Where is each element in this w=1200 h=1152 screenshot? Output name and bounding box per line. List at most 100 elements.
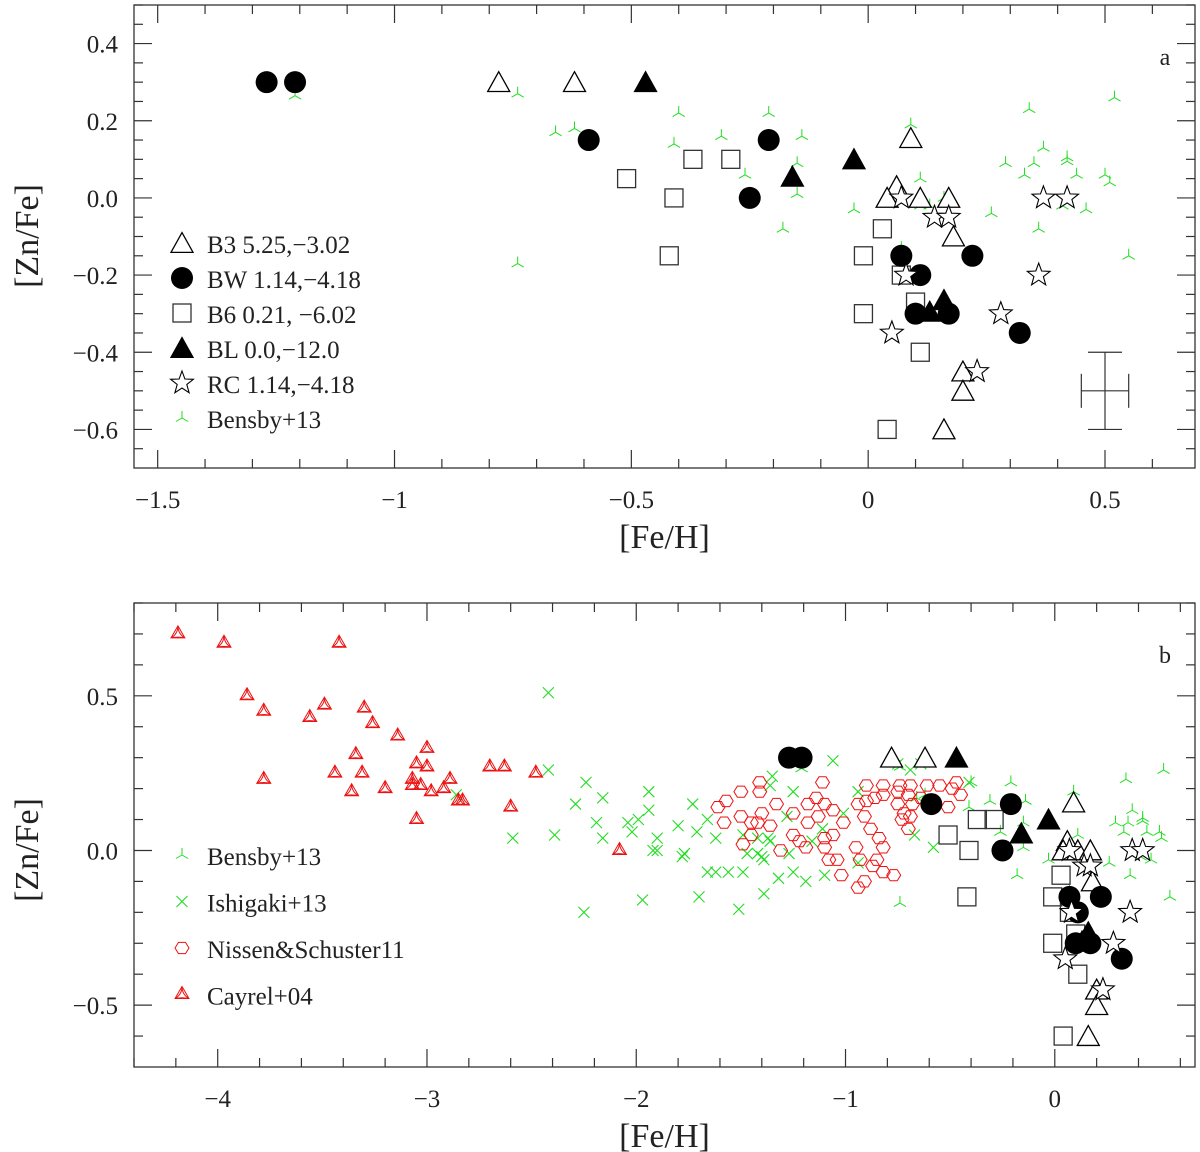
data-point: [1089, 885, 1112, 908]
data-point: [1030, 184, 1057, 209]
panel-label: a: [1160, 45, 1171, 71]
data-point: [496, 757, 513, 772]
square-shape: [957, 887, 977, 907]
tri-shape: [1103, 175, 1117, 187]
hexagon-shape: [848, 841, 864, 854]
data-point: [776, 221, 790, 233]
data-point: [875, 788, 891, 801]
data-point: [1119, 772, 1133, 784]
data-point: [1056, 836, 1083, 862]
square-shape: [877, 419, 897, 440]
tri-shape: [1119, 772, 1133, 784]
legend-marker: [172, 303, 192, 323]
tri-shape: [1117, 824, 1131, 836]
circle-shape: [1008, 321, 1031, 344]
data-point: [856, 875, 872, 888]
data-point: [1010, 868, 1024, 880]
hexagon-shape: [814, 776, 831, 789]
cross-shape: [799, 875, 812, 888]
legend-item: BW 1.14,−4.18: [171, 267, 361, 294]
data-point: [867, 791, 883, 804]
tri-shape: [1071, 828, 1085, 839]
data-point: [944, 745, 969, 768]
cayrel-tri-shape: [347, 745, 364, 760]
cross-shape: [709, 866, 722, 879]
data-point: [580, 776, 592, 789]
cross-shape: [176, 895, 188, 908]
data-point: [853, 246, 874, 266]
data-point: [590, 816, 603, 829]
tri-shape: [1109, 815, 1122, 827]
data-point: [419, 757, 435, 772]
cross-shape: [737, 866, 749, 879]
y-axis-label: [Zn/Fe]: [9, 184, 46, 288]
data-point: [1109, 815, 1122, 827]
data-point: [506, 832, 519, 844]
hexagon-shape: [890, 797, 906, 811]
data-point: [1079, 202, 1093, 214]
data-point: [787, 866, 800, 879]
data-point: [1102, 855, 1116, 867]
data-point: [542, 686, 555, 699]
data-point: [752, 785, 768, 798]
data-point: [651, 832, 664, 844]
hexagon-shape: [890, 785, 906, 798]
cross-shape: [764, 835, 777, 848]
data-point: [987, 300, 1014, 325]
data-point: [693, 890, 705, 903]
plot-frame: [133, 4, 1196, 469]
data-point: [343, 782, 360, 797]
cross-shape: [590, 816, 603, 829]
data-point: [766, 770, 779, 783]
data-point: [1122, 248, 1136, 260]
legend-label: Cayrel+04: [207, 984, 313, 1011]
triangle-shape: [898, 126, 923, 149]
cross-shape: [758, 853, 770, 866]
data-point: [890, 244, 913, 267]
data-point: [1108, 90, 1121, 102]
hexagon-shape: [953, 788, 969, 801]
data-point: [686, 798, 699, 810]
hexagon-shape: [735, 838, 751, 851]
cross-shape: [751, 832, 764, 844]
data-point: [847, 202, 861, 214]
hexagon-shape: [850, 797, 866, 811]
data-point: [888, 184, 915, 209]
data-point: [750, 816, 766, 829]
data-point: [858, 779, 874, 792]
square-shape: [721, 149, 741, 169]
legend-label: BW 1.14,−4.18: [207, 267, 361, 294]
data-point: [908, 186, 933, 208]
cross-shape: [686, 798, 699, 810]
data-point: [616, 168, 637, 189]
hexagon-shape: [752, 785, 768, 798]
hexagon-shape: [940, 801, 956, 814]
data-point: [1077, 852, 1104, 877]
cross-shape: [450, 788, 463, 801]
data-point: [762, 819, 778, 832]
cross-shape: [542, 686, 555, 699]
legend: Bensby+13 Ishigaki+13 Nissen&Schuster11 Cay…: [174, 844, 405, 1011]
data-point: [944, 782, 960, 795]
triangle-shape: [931, 417, 957, 440]
tri-shape: [1121, 815, 1135, 827]
triangle-shape: [1069, 929, 1095, 952]
data-point: [814, 776, 831, 789]
square-shape: [853, 304, 874, 324]
tri-shape: [847, 202, 861, 214]
data-point: [810, 810, 826, 823]
data-point: [825, 828, 841, 842]
data-point: [284, 71, 307, 94]
data-point: [808, 791, 824, 804]
tri-shape: [776, 221, 790, 233]
data-point: [931, 417, 957, 440]
hexagon-shape: [900, 822, 916, 835]
cross-shape: [781, 810, 793, 823]
cayrel-tri-shape: [454, 791, 471, 806]
cayrel-tri-shape: [316, 696, 333, 710]
data-point: [714, 129, 728, 141]
cayrel-tri-shape: [327, 764, 343, 778]
data-point: [347, 745, 364, 760]
data-point: [780, 164, 805, 187]
hexagon-shape: [174, 941, 190, 955]
